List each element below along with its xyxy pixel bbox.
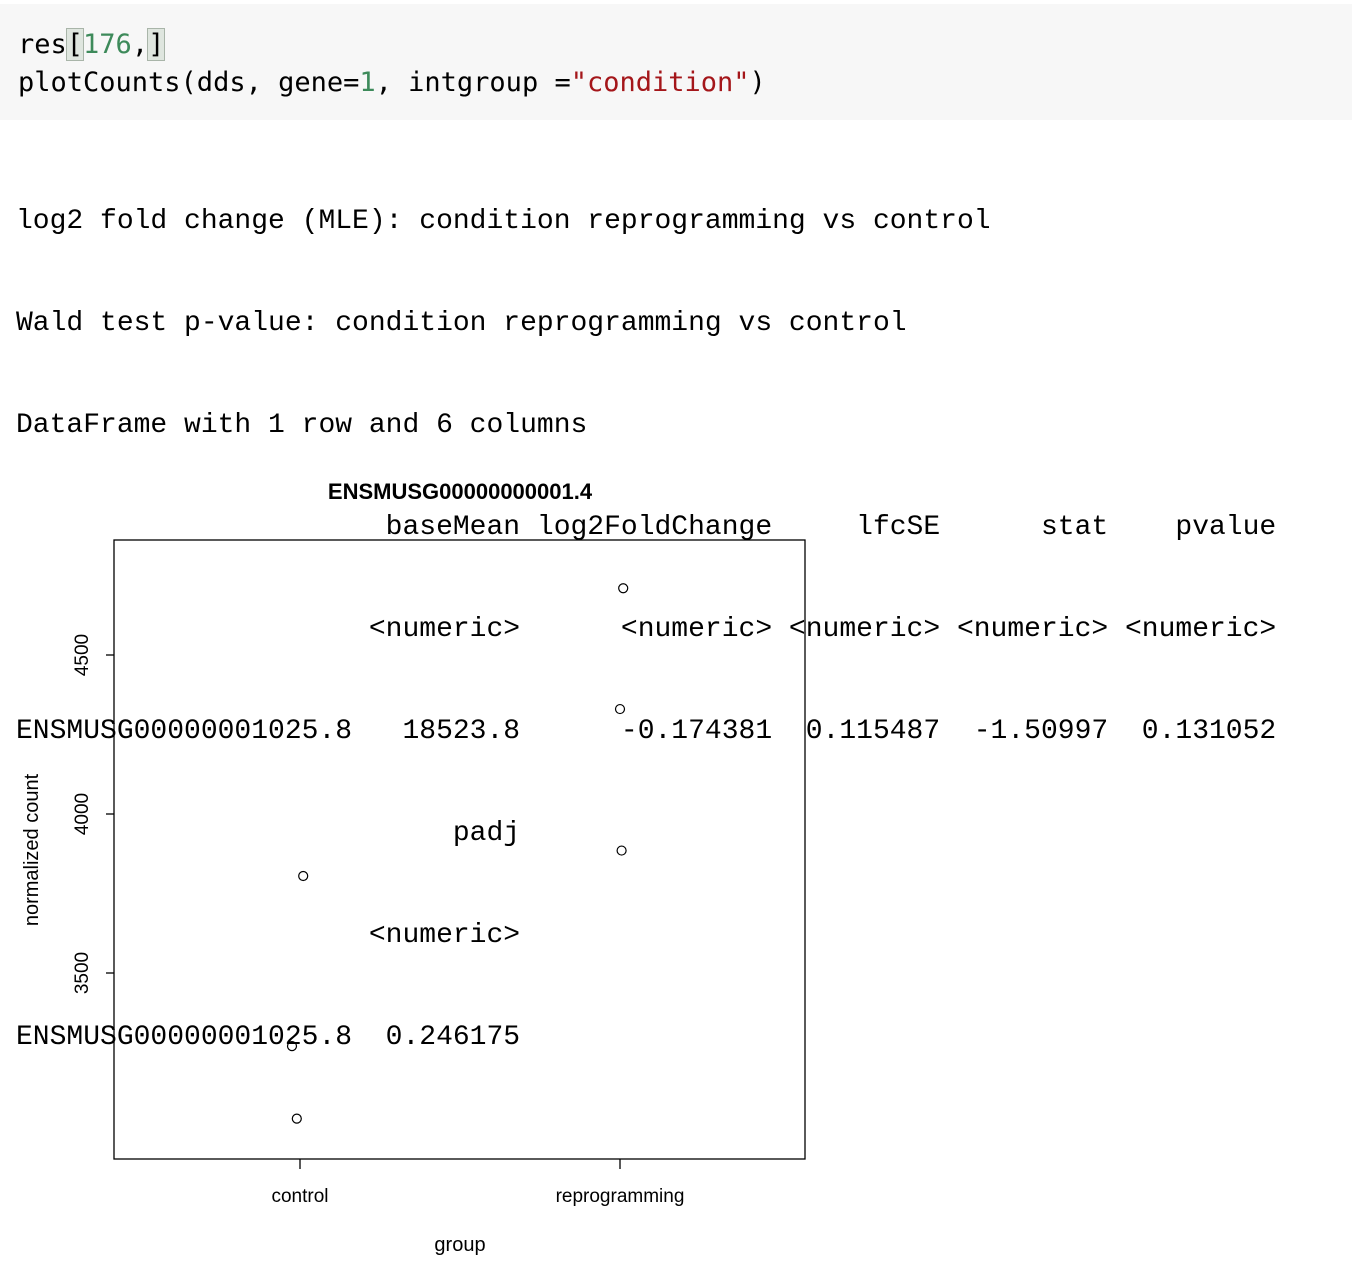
output-line: padj	[16, 818, 521, 849]
data-point	[614, 703, 626, 715]
code-text: res	[18, 29, 67, 60]
chart-marks: 3500 4000 4500 control reprogramming	[72, 583, 685, 1207]
output-line: baseMean log2FoldChange lfcSE stat pvalu…	[16, 512, 1277, 543]
y-tick-label: 3500	[72, 952, 93, 994]
output-line: log2 fold change (MLE): condition reprog…	[16, 206, 991, 237]
close-bracket: ]	[147, 28, 166, 61]
y-axis-label: normalized count	[21, 773, 43, 926]
scatter-chart: ENSMUSG00000000001.4 group normalized co…	[21, 479, 806, 1256]
code-number: 176	[83, 29, 132, 60]
code-number: 1	[359, 67, 376, 98]
output-line: Wald test p-value: condition reprogrammi…	[16, 308, 907, 339]
code-comma: ,	[131, 29, 149, 60]
x-tick-label: control	[271, 1186, 328, 1207]
data-point	[298, 870, 309, 882]
chart-title: ENSMUSG00000000001.4	[328, 479, 593, 504]
code-text: plotCounts(dds, gene=	[18, 67, 360, 98]
cell-output: log2 fold change (MLE): condition reprog…	[16, 137, 1276, 1089]
x-axis-label: group	[434, 1234, 485, 1256]
output-line: DataFrame with 1 row and 6 columns	[16, 410, 588, 441]
data-point	[286, 1041, 298, 1052]
code-text: )	[749, 67, 766, 98]
data-point	[616, 845, 627, 856]
plot-frame	[113, 539, 806, 1160]
y-tick-label: 4000	[72, 793, 93, 835]
y-tick-label: 4500	[72, 634, 93, 676]
output-line: ENSMUSG00000001025.8 18523.8 -0.174381 0…	[16, 716, 1277, 747]
code-cell[interactable]: res[176,] plotCounts(dds, gene=1, intgro…	[0, 4, 1352, 120]
data-point	[618, 583, 629, 594]
x-tick-label: reprogramming	[556, 1186, 685, 1207]
output-line: <numeric>	[16, 920, 521, 951]
plot-output: ENSMUSG00000000001.4 group normalized co…	[0, 470, 830, 1270]
code-line-1[interactable]: res[176,]	[18, 26, 166, 64]
open-bracket: [	[65, 28, 85, 61]
data-point	[291, 1113, 302, 1124]
code-string: "condition"	[570, 67, 750, 98]
code-line-2[interactable]: plotCounts(dds, gene=1, intgroup ="condi…	[18, 64, 766, 102]
output-line: <numeric> <numeric> <numeric> <numeric> …	[16, 614, 1277, 645]
code-text: , intgroup =	[375, 67, 571, 98]
